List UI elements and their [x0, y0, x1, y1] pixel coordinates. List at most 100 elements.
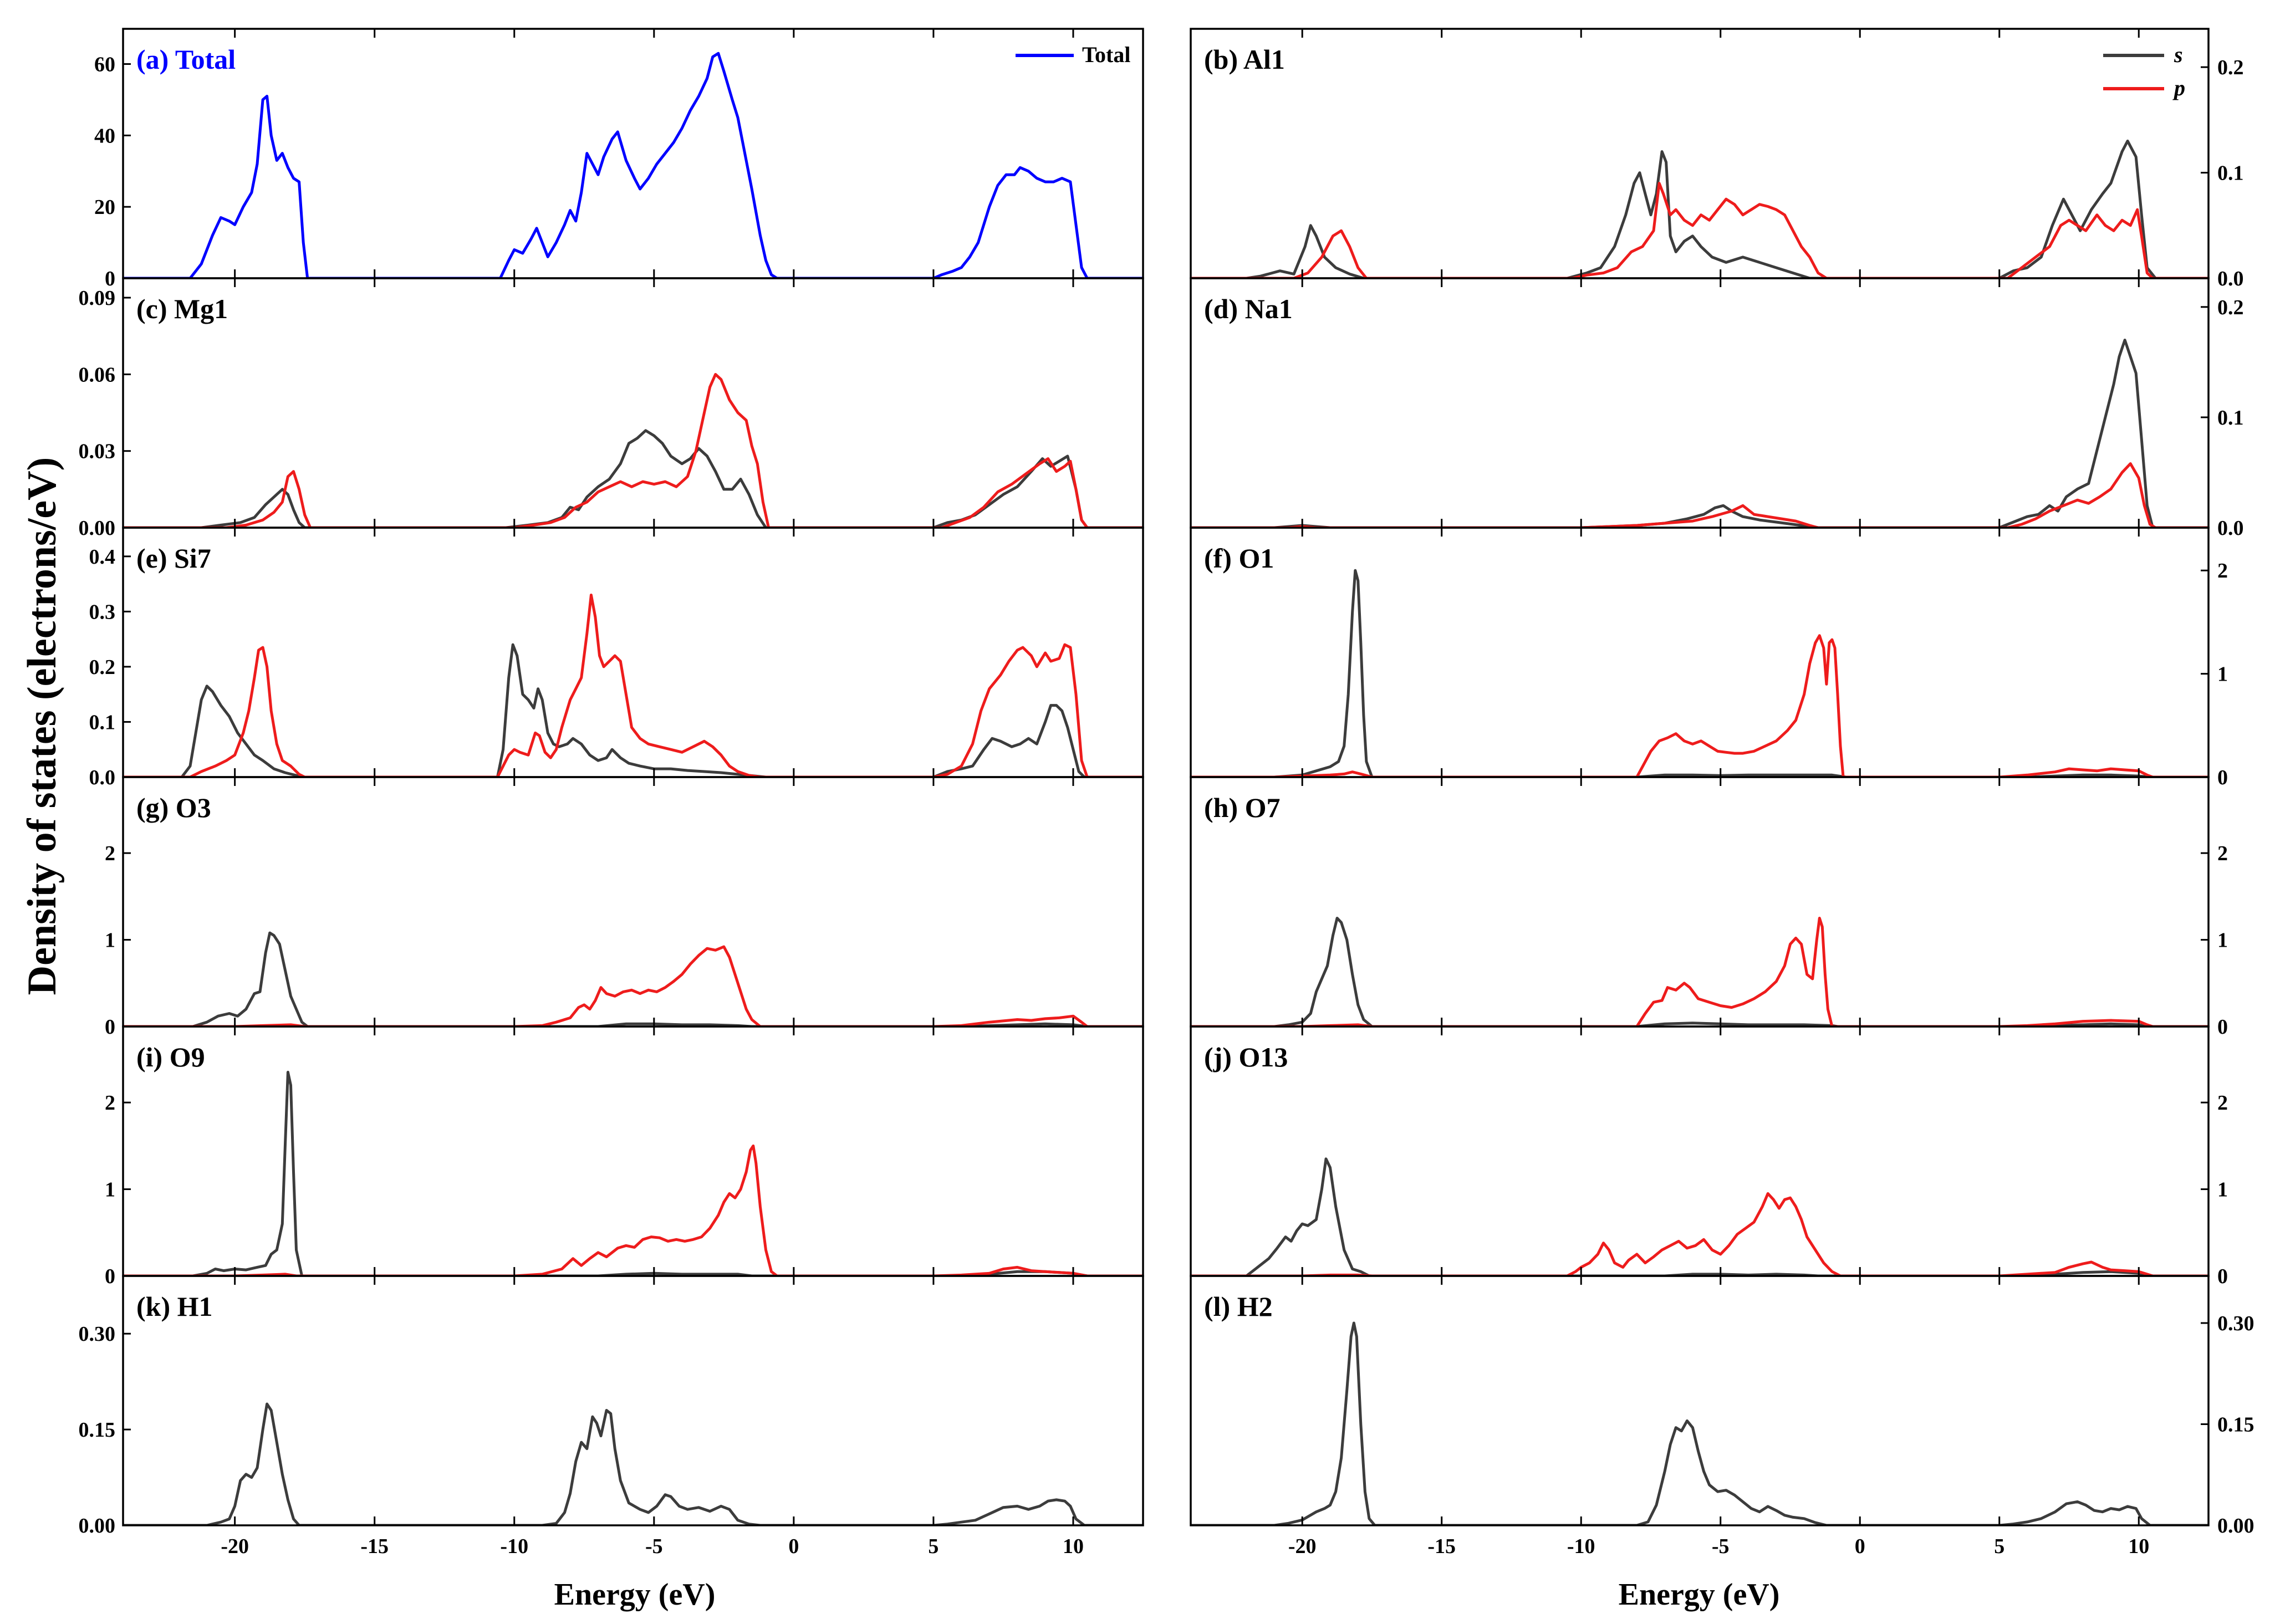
- panel-frame: [122, 277, 1144, 529]
- y-tick-label: 0.2: [89, 656, 116, 679]
- y-tick-label: 0: [2217, 1015, 2228, 1039]
- y-axis-title: Density of states (electrons/eV): [19, 457, 65, 995]
- series-s-b: [1191, 139, 2208, 278]
- series-s-j: [1191, 1157, 2208, 1276]
- series-p-e: [123, 594, 1143, 777]
- y-tick-label: 0.1: [2217, 406, 2244, 430]
- series-p-b: [1191, 182, 2208, 278]
- y-tick-label: 0.00: [2217, 1514, 2255, 1538]
- panel-a: 0 20 40 60 (a) Total Total: [94, 28, 1144, 290]
- legend-label-s: s: [2174, 42, 2183, 67]
- y-tick-label: 0: [105, 1015, 115, 1039]
- panel-label-b: (b) Al1: [1204, 44, 1285, 75]
- series-s-f: [1191, 569, 2208, 777]
- panel-label-g: (g) O3: [136, 792, 211, 823]
- x-axis-title-left: Energy (eV): [554, 1577, 716, 1612]
- panel-label-c: (c) Mg1: [136, 293, 228, 324]
- x-tick-label: 10: [1063, 1535, 1084, 1558]
- panel-k: 0.00 0.15 0.30 (k) H1 -20 -15 -10 -5 0 5 10: [79, 1275, 1144, 1558]
- panel-frame: [1190, 28, 2210, 279]
- y-tick-label: 0.4: [89, 545, 116, 569]
- series-p-i: [123, 1144, 1143, 1276]
- y-tick-label: 0: [105, 267, 115, 290]
- x-tick-label: 5: [928, 1535, 938, 1558]
- panel-frame: [122, 1025, 1144, 1277]
- y-tick-label: 20: [94, 196, 115, 219]
- y-tick-label: 0.0: [89, 766, 116, 789]
- y-tick-label: 0.0: [2217, 517, 2244, 540]
- y-tick-label: 0.30: [79, 1322, 116, 1346]
- panel-label-j: (j) O13: [1204, 1041, 1288, 1073]
- x-tick-label: -20: [1288, 1535, 1317, 1558]
- series-p-d: [1191, 462, 2208, 528]
- series-p-h: [1191, 917, 2208, 1027]
- y-tick-label: 60: [94, 53, 115, 76]
- series-s-i: [123, 1070, 1143, 1276]
- panel-label-f: (f) O1: [1204, 543, 1274, 574]
- y-tick-label: 0.00: [79, 517, 116, 540]
- y-tick-label: 1: [2217, 1178, 2228, 1202]
- panel-d: 0.0 0.1 0.2 (d) Na1: [1190, 277, 2244, 540]
- panel-frame: [122, 1275, 1144, 1526]
- series-p-j: [1191, 1192, 2208, 1276]
- panel-b: 0.0 0.1 0.2 (b) Al1 sp: [1190, 28, 2244, 290]
- y-tick-label: 0.00: [79, 1514, 116, 1538]
- series-s-c: [123, 429, 1143, 528]
- panel-label-l: (l) H2: [1204, 1291, 1273, 1322]
- series-s-l: [1191, 1321, 2208, 1525]
- x-tick-label: -15: [360, 1535, 389, 1558]
- panel-frame: [1190, 776, 2210, 1028]
- y-tick-label: 0: [105, 1265, 115, 1288]
- panel-f: 0 1 2 (f) O1: [1190, 527, 2228, 789]
- y-tick-label: 0.06: [79, 363, 116, 386]
- y-tick-label: 0.15: [2217, 1413, 2255, 1437]
- x-tick-label: 0: [788, 1535, 799, 1558]
- y-tick-label: 0: [2217, 1265, 2228, 1288]
- x-tick-label: 5: [1994, 1535, 2004, 1558]
- y-tick-label: 1: [2217, 929, 2228, 952]
- panel-frame: [1190, 1275, 2210, 1526]
- panel-i: 0 1 2 (i) O9: [105, 1025, 1144, 1288]
- y-tick-label: 0.0: [2217, 267, 2244, 290]
- y-tick-label: 0.09: [79, 287, 116, 310]
- y-tick-label: 1: [105, 929, 115, 952]
- series-p-g: [123, 945, 1143, 1027]
- y-tick-label: 0.03: [79, 440, 116, 463]
- x-tick-label: -10: [1567, 1535, 1595, 1558]
- panel-label-d: (d) Na1: [1204, 293, 1293, 324]
- panel-c: 0.00 0.03 0.06 0.09 (c) Mg1: [79, 277, 1144, 540]
- series-s-g: [123, 931, 1143, 1027]
- series-total-a: [123, 52, 1143, 278]
- y-tick-label: 0.1: [89, 711, 116, 734]
- x-tick-label: 0: [1855, 1535, 1865, 1558]
- x-tick-label: -5: [645, 1535, 663, 1558]
- series-s-d: [1191, 339, 2208, 528]
- legend-label-total: Total: [1082, 42, 1130, 67]
- y-tick-label: 0.2: [2217, 56, 2244, 79]
- panel-label-k: (k) H1: [136, 1291, 213, 1322]
- panel-j: 0 1 2 (j) O13: [1190, 1025, 2228, 1288]
- series-p-f: [1191, 634, 2208, 777]
- series-p-c: [123, 372, 1143, 528]
- panel-e: 0.0 0.1 0.2 0.3 0.4 (e) Si7: [89, 527, 1144, 789]
- x-tick-label: -15: [1427, 1535, 1456, 1558]
- panel-frame: [1190, 1025, 2210, 1277]
- panel-label-a: (a) Total: [136, 44, 236, 75]
- panel-label-h: (h) O7: [1204, 792, 1281, 823]
- x-tick-label: 10: [2128, 1535, 2149, 1558]
- y-tick-label: 2: [105, 842, 115, 865]
- panel-l: 0.00 0.15 0.30 (l) H2 -20 -15 -10 -5 0 5 10: [1190, 1275, 2255, 1558]
- y-tick-label: 0.3: [89, 600, 116, 624]
- series-s-h: [1191, 917, 2208, 1027]
- y-tick-label: 0.30: [2217, 1312, 2255, 1335]
- panel-g: 0 1 2 (g) O3: [105, 776, 1144, 1039]
- series-s-e: [123, 643, 1143, 777]
- panel-label-i: (i) O9: [136, 1041, 205, 1073]
- y-tick-label: 1: [2217, 663, 2228, 686]
- y-tick-label: 40: [94, 124, 115, 147]
- x-tick-label: -20: [221, 1535, 249, 1558]
- x-tick-label: -10: [500, 1535, 528, 1558]
- x-axis-title-right: Energy (eV): [1619, 1577, 1780, 1612]
